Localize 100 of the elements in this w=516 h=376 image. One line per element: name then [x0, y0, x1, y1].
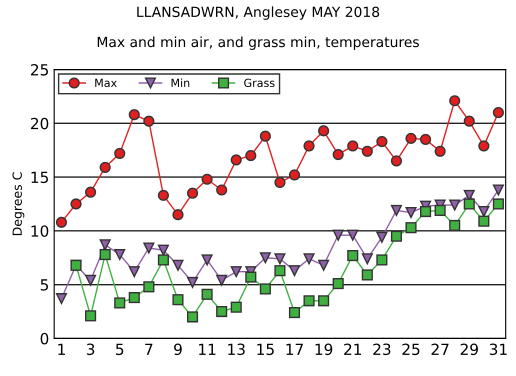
legend-label: Min [172, 78, 190, 87]
point [245, 272, 256, 283]
y-tick-label: 15 [32, 172, 48, 184]
point [230, 266, 242, 278]
x-tick-label: 13 [228, 344, 245, 356]
point [128, 266, 140, 278]
point [318, 295, 330, 306]
point [478, 140, 490, 152]
point [216, 274, 228, 286]
point [186, 311, 198, 322]
x-tick-label: 31 [490, 344, 507, 356]
point [274, 253, 286, 264]
point [216, 306, 228, 318]
point [347, 230, 358, 241]
point [143, 281, 154, 292]
point [405, 222, 417, 234]
chart-subtitle: Max and min air, and grass min, temperatures [98, 36, 419, 50]
point [245, 150, 256, 162]
point [376, 232, 388, 243]
point [332, 230, 344, 241]
point [376, 136, 388, 148]
point [492, 198, 504, 210]
y-axis-title: Degrees C [12, 172, 24, 236]
x-tick-label: 9 [174, 344, 182, 356]
point [260, 130, 271, 142]
point [172, 260, 184, 271]
point [158, 190, 169, 201]
point [274, 265, 286, 276]
point [420, 206, 432, 218]
point [100, 162, 111, 173]
y-tick-label: 20 [30, 118, 48, 130]
point [202, 254, 213, 266]
point [362, 269, 373, 281]
point [304, 253, 315, 264]
point [362, 253, 373, 264]
point [114, 248, 126, 260]
point [260, 283, 271, 294]
y-tick-label: 5 [40, 279, 48, 291]
point [376, 254, 388, 266]
point [85, 310, 96, 322]
point [347, 140, 358, 152]
legend-label: Max [95, 78, 117, 88]
point [347, 250, 358, 262]
point [143, 242, 154, 254]
point [449, 220, 460, 232]
point [492, 107, 504, 118]
x-tick-label: 23 [373, 344, 390, 356]
point [492, 184, 504, 196]
x-tick-label: 17 [286, 344, 303, 355]
x-tick-label: 19 [316, 344, 332, 356]
point [390, 155, 402, 167]
point [332, 278, 344, 290]
point [128, 292, 140, 304]
point [405, 207, 417, 218]
x-tick-label: 3 [86, 344, 94, 356]
point [114, 148, 126, 159]
x-tick-label: 11 [199, 344, 216, 355]
x-tick-label: 25 [402, 344, 420, 356]
point [85, 186, 96, 198]
x-tick-label: 27 [432, 344, 449, 355]
x-tick-label: 5 [116, 344, 124, 356]
point [449, 95, 460, 106]
point [230, 154, 242, 166]
point [158, 254, 169, 266]
point [304, 140, 315, 152]
point [85, 274, 96, 286]
point [56, 293, 68, 304]
point [478, 206, 490, 218]
point [405, 132, 417, 144]
point [216, 184, 228, 196]
point [449, 200, 460, 211]
chart-title: LLANSADWRN, Anglesey MAY 2018 [137, 6, 380, 20]
point [202, 288, 213, 300]
point [478, 216, 490, 227]
x-tick-label: 21 [344, 344, 362, 355]
point [434, 204, 446, 216]
point [318, 125, 330, 136]
point [288, 307, 300, 318]
point [318, 260, 330, 271]
point [186, 276, 198, 288]
point [260, 252, 271, 264]
x-tick-label: 29 [460, 344, 478, 356]
point [420, 134, 432, 146]
point [143, 116, 154, 127]
point [288, 265, 300, 276]
point [158, 244, 169, 256]
point [288, 169, 300, 180]
point [114, 297, 126, 308]
y-tick-label: 25 [30, 64, 48, 76]
y-tick-label: 10 [32, 225, 48, 237]
point [100, 248, 111, 260]
point [202, 174, 213, 185]
point [56, 216, 68, 228]
x-tick-label: 7 [145, 344, 152, 355]
point [70, 198, 82, 210]
legend-label: Grass [244, 78, 275, 88]
point [100, 239, 111, 250]
point [390, 204, 402, 216]
x-tick-label: 1 [58, 344, 65, 355]
point [390, 230, 402, 242]
